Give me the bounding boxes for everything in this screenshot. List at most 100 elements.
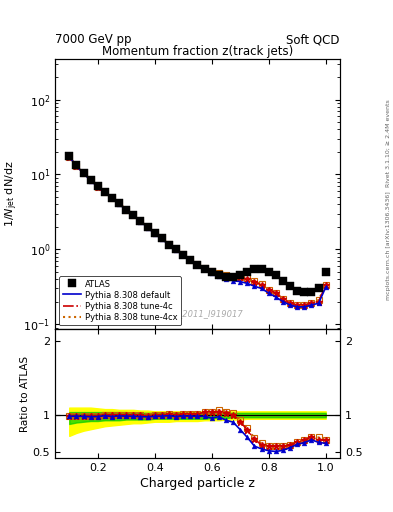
Pythia 8.308 default — [103, 189, 107, 196]
ATLAS — [95, 183, 100, 189]
ATLAS — [131, 211, 136, 218]
Pythia 8.308 default — [274, 294, 278, 300]
Pythia 8.308 tune-4cx — [259, 281, 264, 287]
Pythia 8.308 tune-4c — [309, 300, 314, 306]
Pythia 8.308 tune-4c — [295, 302, 299, 308]
ATLAS — [252, 266, 257, 272]
Pythia 8.308 tune-4cx — [152, 230, 157, 236]
Pythia 8.308 tune-4c — [131, 212, 136, 218]
Pythia 8.308 tune-4cx — [67, 154, 72, 160]
Pythia 8.308 tune-4c — [323, 282, 328, 288]
ATLAS — [174, 246, 178, 252]
ATLAS — [110, 195, 114, 201]
Line: Pythia 8.308 tune-4c: Pythia 8.308 tune-4c — [69, 157, 326, 305]
Pythia 8.308 tune-4c — [103, 189, 107, 195]
Pythia 8.308 tune-4c — [217, 271, 221, 277]
Pythia 8.308 default — [323, 284, 328, 290]
Pythia 8.308 default — [138, 219, 143, 225]
ATLAS — [274, 272, 278, 279]
Pythia 8.308 tune-4c — [138, 218, 143, 224]
Pythia 8.308 default — [131, 212, 136, 218]
Pythia 8.308 tune-4c — [167, 241, 171, 247]
Pythia 8.308 tune-4c — [188, 257, 193, 263]
Pythia 8.308 default — [231, 278, 235, 284]
Pythia 8.308 tune-4c — [81, 170, 86, 176]
Pythia 8.308 tune-4cx — [181, 251, 185, 257]
Pythia 8.308 default — [188, 258, 193, 264]
ATLAS — [67, 153, 72, 159]
Pythia 8.308 default — [174, 247, 178, 253]
Pythia 8.308 tune-4cx — [266, 286, 271, 292]
Pythia 8.308 tune-4c — [231, 274, 235, 281]
ATLAS — [167, 242, 171, 248]
Pythia 8.308 tune-4cx — [209, 267, 214, 273]
Pythia 8.308 default — [217, 273, 221, 279]
ATLAS — [309, 289, 314, 295]
Text: 7000 GeV pp: 7000 GeV pp — [55, 33, 132, 46]
ATLAS — [281, 278, 285, 284]
Pythia 8.308 default — [281, 298, 285, 305]
Pythia 8.308 tune-4cx — [302, 302, 307, 308]
ATLAS — [181, 251, 185, 258]
Y-axis label: Ratio to ATLAS: Ratio to ATLAS — [20, 356, 30, 432]
Pythia 8.308 tune-4cx — [316, 297, 321, 303]
ATLAS — [238, 271, 242, 278]
Pythia 8.308 default — [252, 283, 257, 289]
ATLAS — [145, 224, 150, 230]
ATLAS — [323, 269, 328, 275]
Pythia 8.308 tune-4c — [124, 206, 129, 212]
Pythia 8.308 default — [309, 302, 314, 308]
Pythia 8.308 tune-4c — [266, 286, 271, 292]
Pythia 8.308 tune-4c — [152, 230, 157, 236]
Pythia 8.308 tune-4c — [195, 261, 200, 267]
Pythia 8.308 default — [160, 236, 164, 242]
Pythia 8.308 tune-4c — [88, 177, 93, 183]
Pythia 8.308 default — [110, 195, 114, 201]
Pythia 8.308 default — [195, 262, 200, 268]
ATLAS — [124, 206, 129, 212]
Pythia 8.308 tune-4c — [288, 300, 292, 306]
Pythia 8.308 default — [167, 242, 171, 248]
Pythia 8.308 default — [316, 300, 321, 306]
Pythia 8.308 default — [266, 290, 271, 296]
Pythia 8.308 tune-4c — [95, 183, 100, 189]
Pythia 8.308 tune-4c — [160, 236, 164, 242]
Pythia 8.308 default — [152, 230, 157, 237]
Pythia 8.308 tune-4cx — [202, 265, 207, 271]
ATLAS — [152, 230, 157, 236]
Pythia 8.308 tune-4c — [145, 224, 150, 230]
Pythia 8.308 tune-4c — [74, 163, 79, 169]
Pythia 8.308 default — [81, 170, 86, 177]
Pythia 8.308 tune-4cx — [281, 295, 285, 302]
Pythia 8.308 tune-4c — [238, 274, 242, 281]
ATLAS — [224, 273, 228, 280]
Title: Momentum fraction z(track jets): Momentum fraction z(track jets) — [102, 45, 293, 58]
Pythia 8.308 default — [295, 304, 299, 310]
ATLAS — [74, 162, 79, 168]
Pythia 8.308 default — [302, 304, 307, 310]
Pythia 8.308 tune-4cx — [288, 300, 292, 306]
Text: Rivet 3.1.10; ≥ 2.4M events: Rivet 3.1.10; ≥ 2.4M events — [386, 99, 391, 187]
Pythia 8.308 tune-4cx — [323, 282, 328, 288]
Pythia 8.308 default — [288, 302, 292, 308]
Pythia 8.308 tune-4cx — [252, 278, 257, 284]
Pythia 8.308 tune-4c — [110, 195, 114, 201]
Pythia 8.308 tune-4c — [252, 279, 257, 285]
Pythia 8.308 tune-4c — [274, 290, 278, 296]
Pythia 8.308 tune-4cx — [174, 246, 178, 252]
Pythia 8.308 tune-4cx — [160, 236, 164, 242]
Pythia 8.308 tune-4cx — [231, 273, 235, 280]
Pythia 8.308 tune-4cx — [88, 177, 93, 183]
Pythia 8.308 tune-4cx — [295, 302, 299, 308]
Pythia 8.308 default — [67, 154, 72, 160]
Pythia 8.308 tune-4cx — [117, 200, 121, 206]
ATLAS — [117, 200, 121, 206]
Pythia 8.308 default — [259, 285, 264, 291]
X-axis label: Charged particle z: Charged particle z — [140, 477, 255, 490]
Pythia 8.308 tune-4cx — [167, 241, 171, 247]
ATLAS — [231, 274, 235, 281]
Pythia 8.308 tune-4c — [224, 273, 228, 279]
Pythia 8.308 tune-4cx — [238, 273, 242, 280]
Pythia 8.308 tune-4c — [67, 154, 72, 160]
ATLAS — [316, 285, 321, 291]
